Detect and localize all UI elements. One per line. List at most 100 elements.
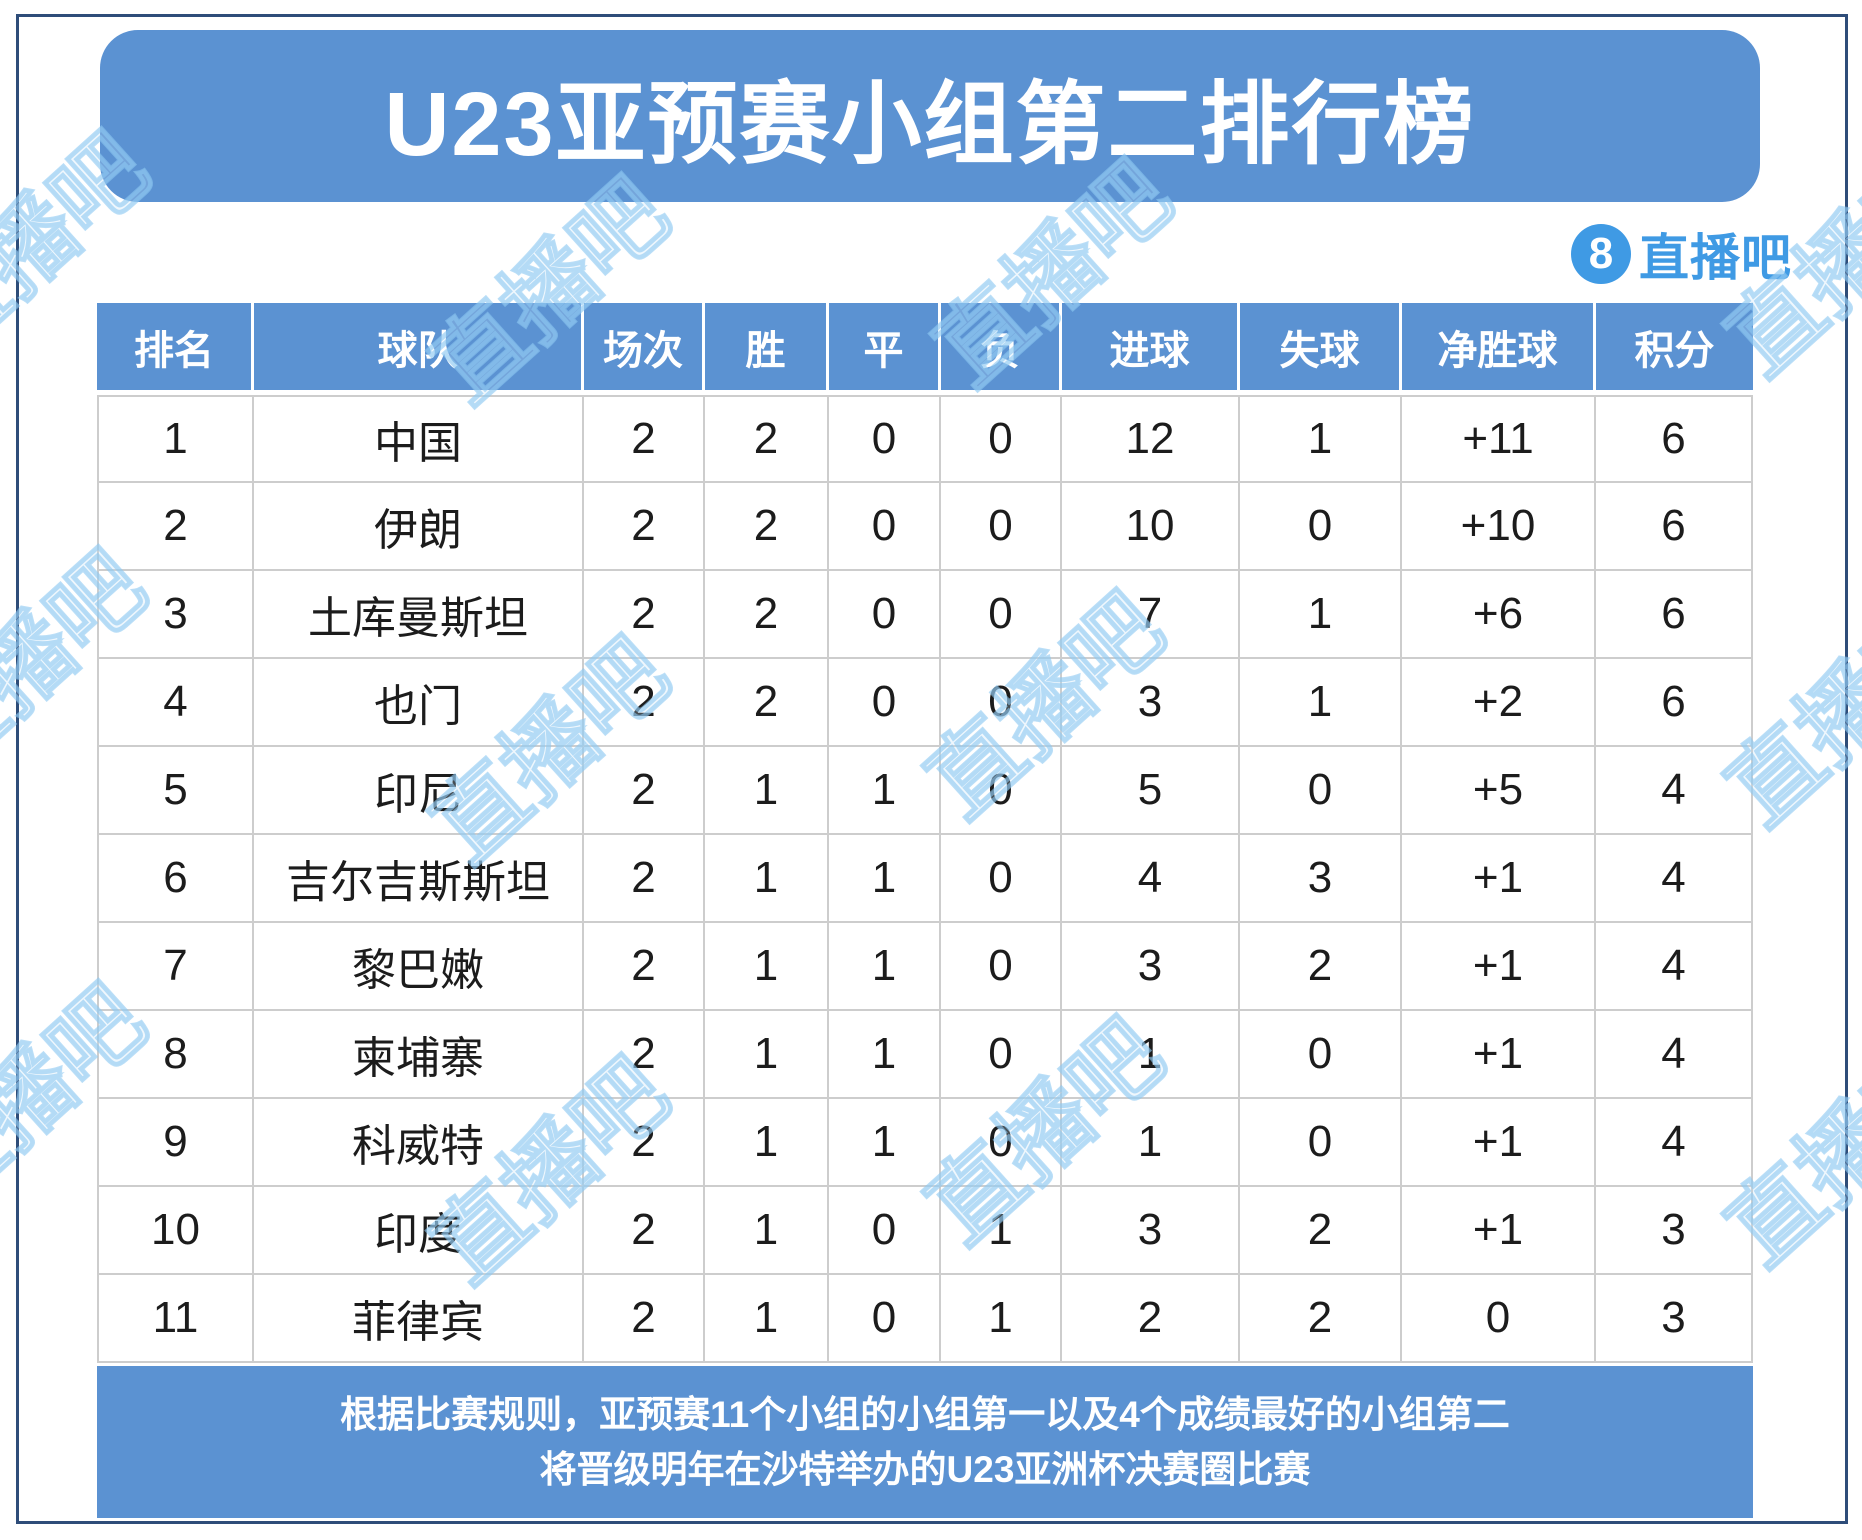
goals-against-cell: 0 <box>1240 483 1402 571</box>
lost-cell: 1 <box>941 1187 1062 1275</box>
goals-for-cell: 12 <box>1062 395 1240 483</box>
footer-note: 根据比赛规则，亚预赛11个小组的小组第一以及4个成绩最好的小组第二 将晋级明年在… <box>97 1366 1753 1518</box>
zhibo8-logo: 8 直播吧 <box>1571 222 1792 286</box>
goals-against-cell: 0 <box>1240 1099 1402 1187</box>
team-cell: 吉尔吉斯斯坦 <box>254 835 584 923</box>
column-header-team: 球队 <box>254 303 584 390</box>
goal-diff-cell: +2 <box>1402 659 1596 747</box>
drawn-cell: 0 <box>829 571 941 659</box>
goals-against-cell: 2 <box>1240 1187 1402 1275</box>
goal-diff-cell: +1 <box>1402 1099 1596 1187</box>
won-cell: 2 <box>705 395 829 483</box>
goal-diff-cell: +11 <box>1402 395 1596 483</box>
won-cell: 1 <box>705 1011 829 1099</box>
played-cell: 2 <box>584 1099 705 1187</box>
drawn-cell: 0 <box>829 1187 941 1275</box>
team-cell: 菲律宾 <box>254 1275 584 1363</box>
drawn-cell: 0 <box>829 659 941 747</box>
goals-against-cell: 2 <box>1240 1275 1402 1363</box>
rank-cell: 7 <box>97 923 254 1011</box>
lost-cell: 0 <box>941 1099 1062 1187</box>
drawn-cell: 1 <box>829 1011 941 1099</box>
points-cell: 4 <box>1596 1099 1753 1187</box>
points-cell: 4 <box>1596 1011 1753 1099</box>
team-cell: 印尼 <box>254 747 584 835</box>
goal-diff-cell: +1 <box>1402 1011 1596 1099</box>
goals-for-cell: 3 <box>1062 923 1240 1011</box>
goals-for-cell: 5 <box>1062 747 1240 835</box>
won-cell: 1 <box>705 747 829 835</box>
goals-for-cell: 7 <box>1062 571 1240 659</box>
lost-cell: 0 <box>941 747 1062 835</box>
goal-diff-cell: +1 <box>1402 923 1596 1011</box>
lost-cell: 0 <box>941 483 1062 571</box>
won-cell: 1 <box>705 835 829 923</box>
column-header-goals-against: 失球 <box>1240 303 1402 390</box>
won-cell: 2 <box>705 483 829 571</box>
points-cell: 6 <box>1596 395 1753 483</box>
goal-diff-cell: +5 <box>1402 747 1596 835</box>
points-cell: 4 <box>1596 747 1753 835</box>
footer-line-2: 将晋级明年在沙特举办的U23亚洲杯决赛圈比赛 <box>539 1449 1311 1490</box>
points-cell: 3 <box>1596 1187 1753 1275</box>
rank-cell: 1 <box>97 395 254 483</box>
drawn-cell: 1 <box>829 923 941 1011</box>
points-cell: 6 <box>1596 483 1753 571</box>
drawn-cell: 1 <box>829 835 941 923</box>
logo-brand-text: 直播吧 <box>1639 230 1792 286</box>
goals-for-cell: 1 <box>1062 1099 1240 1187</box>
drawn-cell: 1 <box>829 1099 941 1187</box>
column-header-won: 胜 <box>705 303 829 390</box>
lost-cell: 0 <box>941 659 1062 747</box>
goals-for-cell: 1 <box>1062 1011 1240 1099</box>
goals-against-cell: 1 <box>1240 395 1402 483</box>
table-body: 1 中国 2 2 0 0 12 1 +11 6 2 伊朗 2 2 0 0 10 0 +10 6 3 土库曼斯坦 2 2 0 0 7 1… <box>97 395 1753 1363</box>
rank-cell: 11 <box>97 1275 254 1363</box>
played-cell: 2 <box>584 1275 705 1363</box>
won-cell: 1 <box>705 923 829 1011</box>
column-header-goals-for: 进球 <box>1062 303 1240 390</box>
goal-diff-cell: +10 <box>1402 483 1596 571</box>
played-cell: 2 <box>584 659 705 747</box>
won-cell: 1 <box>705 1099 829 1187</box>
points-cell: 3 <box>1596 1275 1753 1363</box>
column-header-rank: 排名 <box>97 303 254 390</box>
won-cell: 1 <box>705 1275 829 1363</box>
drawn-cell: 0 <box>829 395 941 483</box>
won-cell: 2 <box>705 659 829 747</box>
team-cell: 也门 <box>254 659 584 747</box>
points-cell: 6 <box>1596 659 1753 747</box>
goals-against-cell: 0 <box>1240 1011 1402 1099</box>
played-cell: 2 <box>584 1187 705 1275</box>
column-header-points: 积分 <box>1596 303 1753 390</box>
team-cell: 柬埔寨 <box>254 1011 584 1099</box>
played-cell: 2 <box>584 1011 705 1099</box>
column-header-lost: 负 <box>941 303 1062 390</box>
goals-against-cell: 1 <box>1240 571 1402 659</box>
played-cell: 2 <box>584 923 705 1011</box>
goal-diff-cell: +1 <box>1402 835 1596 923</box>
team-cell: 印度 <box>254 1187 584 1275</box>
team-cell: 土库曼斯坦 <box>254 571 584 659</box>
drawn-cell: 0 <box>829 483 941 571</box>
goals-against-cell: 3 <box>1240 835 1402 923</box>
points-cell: 6 <box>1596 571 1753 659</box>
rank-cell: 2 <box>97 483 254 571</box>
team-cell: 黎巴嫩 <box>254 923 584 1011</box>
goals-for-cell: 3 <box>1062 659 1240 747</box>
goals-against-cell: 1 <box>1240 659 1402 747</box>
goals-for-cell: 2 <box>1062 1275 1240 1363</box>
rank-cell: 9 <box>97 1099 254 1187</box>
played-cell: 2 <box>584 395 705 483</box>
played-cell: 2 <box>584 747 705 835</box>
points-cell: 4 <box>1596 923 1753 1011</box>
won-cell: 1 <box>705 1187 829 1275</box>
lost-cell: 0 <box>941 923 1062 1011</box>
team-cell: 科威特 <box>254 1099 584 1187</box>
column-header-goal-diff: 净胜球 <box>1402 303 1596 390</box>
rank-cell: 3 <box>97 571 254 659</box>
rank-cell: 8 <box>97 1011 254 1099</box>
played-cell: 2 <box>584 835 705 923</box>
goals-for-cell: 3 <box>1062 1187 1240 1275</box>
team-cell: 中国 <box>254 395 584 483</box>
